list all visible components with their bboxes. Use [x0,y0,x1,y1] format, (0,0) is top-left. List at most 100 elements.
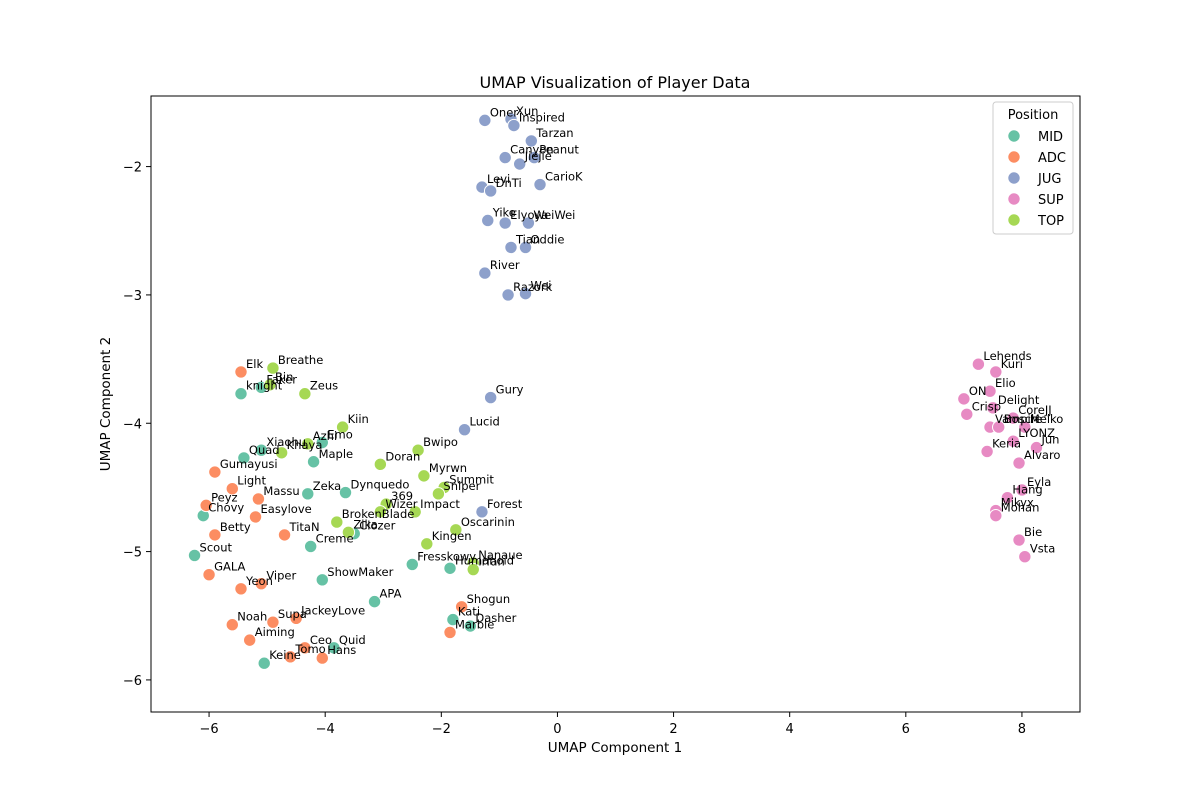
point-sup-bosch [992,420,1006,434]
point-adc-gumayusi [208,465,222,479]
point-sup-lyonz [1006,434,1020,448]
x-axis-label: UMAP Component 1 [548,740,682,756]
point-adc-peyz [199,498,213,513]
point-label: Elio [995,376,1016,390]
point-label: Oddie [531,232,565,246]
point-mid-zeka [301,487,315,501]
point-jug-jiejie [512,157,527,171]
point-sup-kuri [989,365,1003,379]
point-label: Zika [353,517,378,531]
point-top-sniper [431,487,446,501]
point-label: ShowMaker [327,565,393,579]
point-adc-betty [208,528,222,542]
point-label: Bwipo [423,435,458,449]
point-mid-keine [257,656,271,670]
point-label: Easylove [261,502,312,516]
point-mid-quad [237,451,251,465]
point-jug-inspired [507,118,521,133]
point-label: Emo [327,428,353,442]
point-label: Inspired [519,111,565,125]
point-label: Hang [1012,483,1042,497]
point-label: Oner [490,105,518,119]
point-adc-viper [254,576,269,591]
point-top-zeus [298,387,312,401]
point-mid-xiaohu [254,443,269,457]
point-label: Vampire [995,412,1042,426]
point-jug-lucid [457,422,472,437]
point-label: Irfan [478,555,505,569]
point-mid-dasher [463,619,478,633]
point-mid-scout [187,548,202,563]
point-label: knight [246,379,283,393]
legend-marker-jug [1007,171,1021,185]
point-sup-delight [986,401,1000,415]
point-label: Oscarinin [461,515,515,529]
point-jug-oddie [518,240,533,255]
point-label: Zeus [310,379,338,393]
point-label: Humanoid [455,553,514,567]
point-adc-supa [266,615,280,629]
point-label: Clozer [359,519,395,533]
point-label: Razork [513,280,553,294]
point-label: Mohan [1001,501,1040,515]
y-tick-label: −6 [123,674,142,689]
point-label: JackeyLove [300,603,365,617]
point-top-breathe [266,361,280,375]
point-adc-easylove [248,510,263,524]
point-label: TitaN [289,520,320,534]
y-tick-label: −5 [123,546,142,561]
point-label: Vsta [1030,542,1055,556]
chart-title: UMAP Visualization of Player Data [480,73,751,92]
point-mid-showmaker [315,573,329,587]
point-mid-humanoid [443,561,457,575]
point-label: Crisp [972,399,1001,413]
point-jug-razork [501,288,515,302]
point-label: DnTi [496,176,522,190]
point-label: Aiming [255,625,295,639]
point-label: Hans [327,643,356,657]
point-label: Breathe [278,353,323,367]
point-label: Elyoya [510,208,548,222]
point-top-kiin [335,420,350,434]
point-label: Zeka [313,479,341,493]
point-jug-dnti [483,184,498,198]
point-adc-light [225,482,239,496]
point-sup-lehends [971,357,986,371]
x-tick-label: 8 [1018,722,1026,737]
point-adc-ceo [298,641,312,655]
point-top-bin [263,378,277,392]
point-adc-tomo [283,650,298,664]
point-jug-forest [475,505,489,519]
y-tick-label: −2 [123,161,142,176]
legend-marker-top [1007,213,1021,227]
point-sup-hang [1000,490,1015,505]
point-label: Canyon [510,143,554,157]
point-mid-knight [234,387,248,401]
point-label: Azhi [313,429,337,443]
point-label: Forest [487,497,523,511]
point-top-kingen [420,537,434,551]
x-tick-label: 4 [786,722,794,737]
point-label: 369 [391,489,413,503]
point-label: Delight [998,393,1040,407]
point-top-wizer [373,505,388,519]
point-sup-jun [1029,440,1044,455]
point-label: Nanaue [478,548,522,562]
point-top-azhi [301,437,315,451]
point-top-zika [341,525,356,540]
point-jug-peanut [527,150,541,165]
point-label: Meiko [1030,412,1063,426]
point-jug-yike [481,213,495,228]
point-top-oscarinin [449,523,463,537]
x-tick-label: 0 [553,722,561,737]
point-mid-fresskowy [405,557,419,572]
point-label: Betty [220,520,251,534]
point-label: CarioK [545,170,583,184]
point-label: Tian [515,232,540,246]
point-label: Maple [319,447,354,461]
legend-label-top: TOP [1037,214,1064,229]
legend-marker-mid [1007,129,1021,143]
point-mid-dynquedo [338,485,353,500]
point-label: Sniper [443,479,480,493]
point-label: Impact [420,497,460,511]
